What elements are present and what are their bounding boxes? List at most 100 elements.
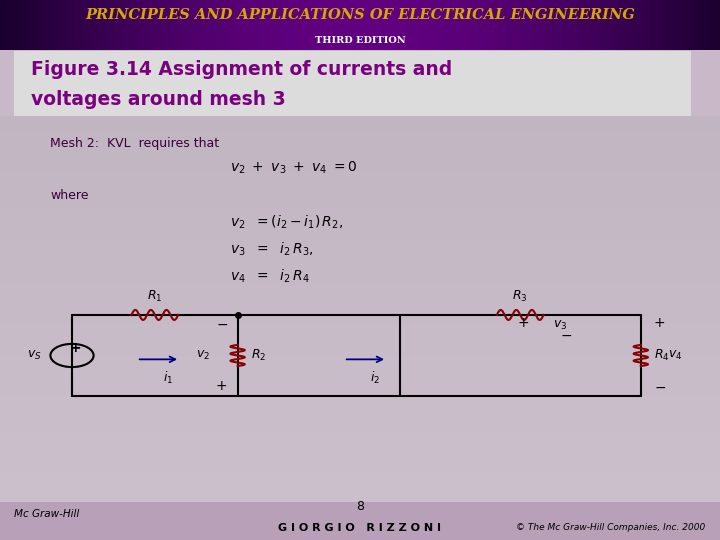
Bar: [0, 348, 720, 354]
Bar: [0, 161, 720, 167]
Text: $R_4$: $R_4$: [654, 348, 670, 363]
Bar: [372, 0, 378, 50]
Bar: [210, 0, 216, 50]
Bar: [0, 444, 720, 451]
Bar: [0, 232, 720, 238]
Text: $i_1$: $i_1$: [163, 370, 173, 386]
Bar: [276, 0, 282, 50]
Bar: [138, 0, 144, 50]
Bar: [360, 0, 366, 50]
Bar: [336, 0, 342, 50]
Bar: [462, 0, 468, 50]
Bar: [150, 0, 156, 50]
Bar: [180, 0, 186, 50]
Text: $v_S$: $v_S$: [27, 349, 42, 362]
Text: $R_1$: $R_1$: [147, 289, 163, 304]
Bar: [48, 0, 54, 50]
Text: $R_3$: $R_3$: [513, 289, 528, 304]
Bar: [0, 155, 720, 161]
Bar: [0, 136, 720, 142]
Bar: [414, 0, 420, 50]
Bar: [0, 116, 720, 123]
Bar: [0, 193, 720, 200]
Bar: [96, 0, 102, 50]
Text: Mc Graw-Hill: Mc Graw-Hill: [14, 509, 80, 518]
Bar: [300, 0, 306, 50]
Bar: [288, 0, 294, 50]
Bar: [72, 0, 78, 50]
Bar: [492, 0, 498, 50]
Bar: [0, 463, 720, 470]
Text: © The Mc Graw-Hill Companies, Inc. 2000: © The Mc Graw-Hill Companies, Inc. 2000: [516, 523, 706, 532]
Bar: [60, 0, 66, 50]
Bar: [582, 0, 588, 50]
Bar: [444, 0, 450, 50]
Bar: [0, 309, 720, 315]
Bar: [12, 0, 18, 50]
Bar: [66, 0, 72, 50]
Bar: [0, 354, 720, 361]
Bar: [384, 0, 390, 50]
Bar: [156, 0, 162, 50]
Bar: [702, 0, 708, 50]
Bar: [678, 0, 684, 50]
Bar: [642, 0, 648, 50]
Bar: [354, 0, 360, 50]
Bar: [564, 0, 570, 50]
Bar: [282, 0, 288, 50]
Bar: [0, 0, 6, 50]
Text: $v_4$: $v_4$: [668, 349, 683, 362]
Text: $v_2\ \ =(i_2-i_1)\,R_2,$: $v_2\ \ =(i_2-i_1)\,R_2,$: [230, 214, 343, 231]
Bar: [648, 0, 654, 50]
Bar: [420, 0, 426, 50]
Bar: [0, 367, 720, 374]
Text: $v_2$: $v_2$: [197, 349, 210, 362]
Text: $v_2\ +\ v_3\ +\ v_4\ =0$: $v_2\ +\ v_3\ +\ v_4\ =0$: [230, 160, 359, 177]
Bar: [252, 0, 258, 50]
Text: $v_4\ \ =\ \ i_2\,R_4$: $v_4\ \ =\ \ i_2\,R_4$: [230, 268, 310, 285]
Bar: [684, 0, 690, 50]
Bar: [0, 451, 720, 457]
Bar: [624, 0, 630, 50]
Text: +: +: [518, 316, 530, 330]
Bar: [390, 0, 396, 50]
Bar: [258, 0, 264, 50]
Bar: [84, 0, 90, 50]
Text: +: +: [216, 380, 228, 393]
Bar: [0, 399, 720, 406]
Text: +: +: [70, 341, 81, 355]
Bar: [270, 0, 276, 50]
Text: 8: 8: [356, 500, 364, 513]
Bar: [402, 0, 408, 50]
Bar: [0, 180, 720, 187]
Bar: [324, 0, 330, 50]
Bar: [528, 0, 534, 50]
Text: $v_3$: $v_3$: [553, 319, 567, 332]
Bar: [510, 0, 516, 50]
Bar: [456, 0, 462, 50]
Bar: [0, 142, 720, 149]
Bar: [0, 496, 720, 502]
Bar: [0, 264, 720, 271]
Bar: [186, 0, 192, 50]
Bar: [612, 0, 618, 50]
Bar: [0, 341, 720, 348]
Bar: [0, 258, 720, 264]
Bar: [0, 335, 720, 341]
Bar: [0, 483, 720, 489]
Text: PRINCIPLES AND APPLICATIONS OF ELECTRICAL ENGINEERING: PRINCIPLES AND APPLICATIONS OF ELECTRICA…: [85, 8, 635, 22]
Bar: [714, 0, 720, 50]
Bar: [366, 0, 372, 50]
Text: $-$: $-$: [560, 328, 572, 342]
Bar: [576, 0, 582, 50]
Bar: [0, 315, 720, 322]
Bar: [318, 0, 324, 50]
Bar: [618, 0, 624, 50]
Bar: [234, 0, 240, 50]
Bar: [660, 0, 666, 50]
Bar: [0, 431, 720, 438]
Text: $-$: $-$: [216, 316, 228, 330]
Bar: [546, 0, 552, 50]
Bar: [0, 328, 720, 335]
Bar: [0, 148, 720, 154]
